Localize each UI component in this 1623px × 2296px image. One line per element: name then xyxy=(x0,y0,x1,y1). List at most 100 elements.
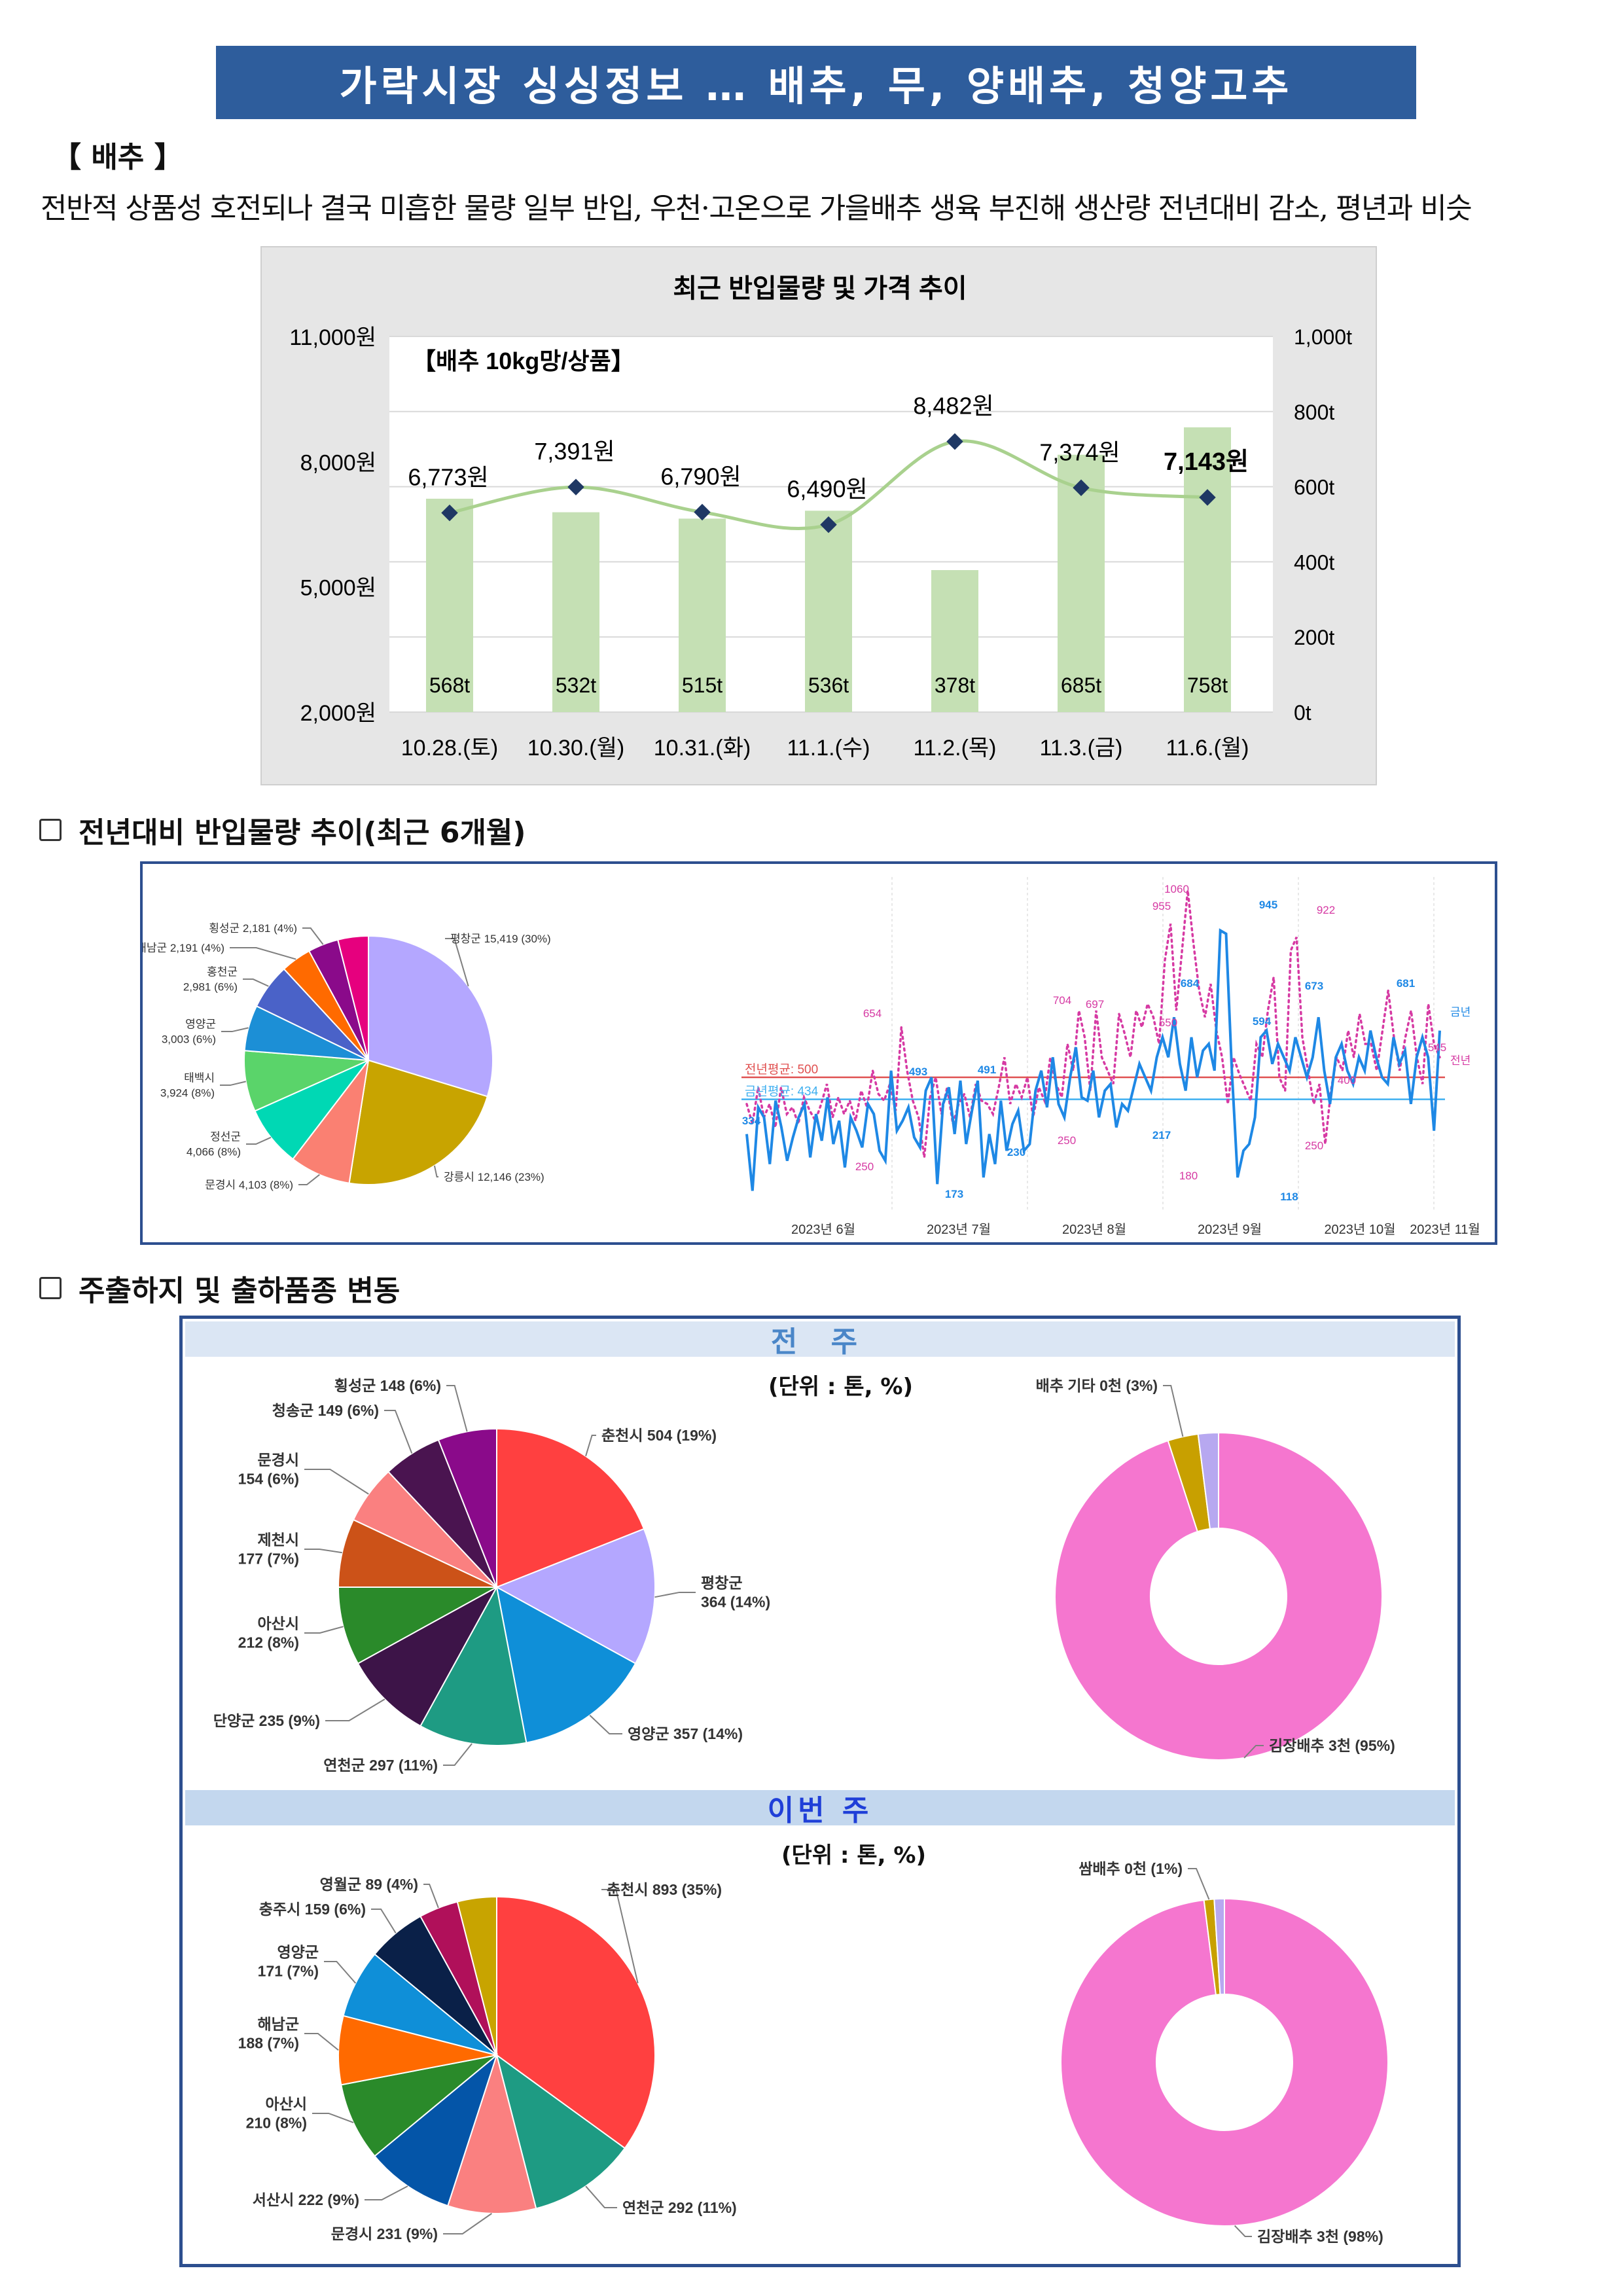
this-week-origin-pie-leader-line xyxy=(371,1908,397,1934)
origin-pie-6m-leader-line xyxy=(433,1165,438,1178)
point-label: 955 xyxy=(1152,900,1171,912)
origin-pie-6m-label: 4,066 (8%) xyxy=(187,1146,241,1158)
category-label: 11.2.(목) xyxy=(913,736,996,761)
this-week-origin-pie-leader-line xyxy=(423,1883,439,1909)
price-marker xyxy=(567,478,584,495)
prev-week-origin-pie-label: 단양군 235 (9%) xyxy=(213,1712,320,1729)
prev-week-origin-pie-slice xyxy=(357,1585,499,1727)
price-volume-chart-svg: 최근 반입물량 및 가격 추이 【배추 10kg망/상품】 11,000원 8,000… xyxy=(289,274,1352,761)
this-week-variety-donut-label: 김장배추 3천 (98%) xyxy=(1257,2228,1383,2245)
volume-bar xyxy=(426,498,473,712)
volume-trend-svg: 평창군 15,419 (30%) 강릉시 12,146 (23%) 문경시 4,10… xyxy=(136,877,1480,1237)
chart-title: 최근 반입물량 및 가격 추이 xyxy=(673,274,967,303)
page-title: 가락시장 싱싱정보 … 배추, 무, 양배추, 청양고추 xyxy=(339,62,1293,110)
prev-week-origin-pie-label: 아산시 xyxy=(258,1615,299,1632)
series-name: 금년 xyxy=(1450,1006,1471,1018)
this-week-origin-pie-slice xyxy=(456,1895,497,2056)
prev-week-origin-pie-label: 154 (6%) xyxy=(238,1471,299,1488)
point-label: 673 xyxy=(1305,980,1323,992)
chart-annotation: 【배추 10kg망/상품】 xyxy=(412,348,635,374)
category-label: 10.28.(토) xyxy=(401,736,498,761)
origin-pie-6m-label: 문경시 4,103 (8%) xyxy=(205,1179,293,1191)
point-label: 1060 xyxy=(1164,883,1189,895)
bar-label: 685t xyxy=(1061,673,1101,697)
prev-week-origin-pie-label: 364 (14%) xyxy=(701,1594,770,1611)
origin-variety-panel: 전 주 (단위 : 톤, %) 이번 주 (단위 : 톤, %) 춘천시 504… xyxy=(179,1316,1461,2267)
prev-week-origin-pie-label: 춘천시 504 (19%) xyxy=(601,1427,717,1444)
origin-pie-6m-slice xyxy=(243,1050,369,1112)
bar-label: 532t xyxy=(556,673,596,697)
bar-label: 758t xyxy=(1187,673,1228,697)
origin-pie-6m-leader-line xyxy=(220,1081,247,1086)
origin-pie-6m-label: 횡성군 2,181 (4%) xyxy=(209,922,297,935)
this-week-origin-pie-label: 문경시 231 (9%) xyxy=(331,2225,438,2242)
bar-label: 515t xyxy=(682,673,722,697)
origin-pie-6m-label: 3,003 (6%) xyxy=(162,1033,216,1046)
right-tick-label: 800t xyxy=(1294,401,1334,424)
x-tick-label: 2023년 10월 xyxy=(1324,1222,1395,1237)
point-label: 173 xyxy=(945,1188,963,1200)
this-week-origin-pie-leader-line xyxy=(443,2213,492,2234)
origin-pie-6m-leader-line xyxy=(221,1027,249,1033)
point-label: 491 xyxy=(978,1064,996,1076)
right-tick-label: 400t xyxy=(1294,550,1334,574)
prev-week-variety-donut-label: 배추 기타 0천 (3%) xyxy=(1036,1377,1158,1394)
x-tick-label: 2023년 6월 xyxy=(791,1222,855,1237)
this-week-variety-donut-leader-line xyxy=(1188,1867,1210,1900)
reference-line-label: 전년평균: 500 xyxy=(745,1062,818,1077)
subsection-origin-change: 주출하지 및 출하품종 변동 xyxy=(39,1267,400,1309)
origin-pie-6m-label: 평창군 15,419 (30%) xyxy=(450,933,551,945)
origin-pie-6m-label: 영양군 xyxy=(185,1018,216,1031)
unit-label-prev: (단위 : 톤, %) xyxy=(768,1374,914,1400)
point-label: 250 xyxy=(855,1160,874,1173)
this-week-origin-pie-leader-line xyxy=(585,2185,617,2208)
this-week-variety-donut-leader-line xyxy=(1234,2225,1252,2237)
point-label: 922 xyxy=(1317,904,1335,916)
this-week-variety-donut-label: 쌈배추 0천 (1%) xyxy=(1079,1860,1183,1877)
right-tick-label: 200t xyxy=(1294,626,1334,649)
price-volume-chart: 최근 반입물량 및 가격 추이 【배추 10kg망/상품】 11,000원 8,000… xyxy=(260,246,1377,785)
price-label: 6,773원 xyxy=(408,464,488,491)
this-week-origin-pie-label: 영월군 89 (4%) xyxy=(320,1876,418,1893)
category-label: 11.1.(수) xyxy=(787,736,870,761)
left-tick-label: 2,000원 xyxy=(300,701,376,726)
volume-bar xyxy=(805,511,852,712)
prev-week-origin-pie-leader-line xyxy=(304,1626,344,1634)
series-name: 전년 xyxy=(1450,1054,1471,1067)
bar-label: 568t xyxy=(429,673,470,697)
origin-pie-6m-label: 강릉시 12,146 (23%) xyxy=(444,1171,544,1183)
point-label: 681 xyxy=(1397,977,1415,990)
origin-variety-svg: 춘천시 504 (19%) 평창군 364 (14%) 영양군 357 (14%) 연천… xyxy=(213,1377,1395,2245)
origin-pie-6m-leader-line xyxy=(298,1174,320,1186)
this-week-origin-pie-slice xyxy=(374,2053,499,2207)
this-week-origin-pie-label: 171 (7%) xyxy=(258,1963,319,1980)
prev-week-origin-pie-leader-line xyxy=(585,1434,596,1457)
prev-week-origin-pie-label: 177 (7%) xyxy=(238,1551,299,1568)
prev-week-origin-pie-leader-line xyxy=(304,1548,342,1554)
origin-pie-6m-leader-line xyxy=(445,938,469,987)
right-tick-label: 600t xyxy=(1294,476,1334,499)
point-label: 400 xyxy=(1338,1074,1356,1086)
x-tick-label: 2023년 7월 xyxy=(927,1222,991,1237)
category-label: 10.30.(월) xyxy=(527,736,624,761)
origin-pie-6m-label: 해남군 2,191 (4%) xyxy=(143,942,224,954)
price-label: 8,482원 xyxy=(913,393,993,420)
category-label: 11.6.(월) xyxy=(1166,736,1249,761)
this-week-origin-pie-label: 춘천시 893 (35%) xyxy=(607,1881,722,1898)
left-tick-label: 8,000원 xyxy=(300,450,376,475)
volume-bar xyxy=(1058,454,1105,712)
prev-week-origin-pie-slice xyxy=(419,1585,527,1746)
point-label: 594 xyxy=(1253,1015,1272,1028)
this-week-origin-pie-label: 188 (7%) xyxy=(238,2035,299,2052)
left-tick-label: 11,000원 xyxy=(289,325,376,350)
summary-text: 전반적 상품성 호전되나 결국 미흡한 물량 일부 반입, 우천·고온으로 가을… xyxy=(41,192,1472,225)
origin-pie-6m-label: 정선군 xyxy=(210,1131,241,1143)
origin-pie-6m-leader-line xyxy=(230,947,296,960)
prev-week-origin-pie-slice xyxy=(496,1427,645,1588)
prev-week-origin-pie-leader-line xyxy=(325,1698,385,1721)
point-label: 230 xyxy=(1007,1146,1026,1158)
this-week-origin-pie-label: 연천군 292 (11%) xyxy=(622,2199,737,2216)
this-week-origin-pie-slice xyxy=(338,2015,497,2086)
prev-week-origin-pie-label: 212 (8%) xyxy=(238,1634,299,1651)
section-label: 【 배추 】 xyxy=(52,141,183,174)
